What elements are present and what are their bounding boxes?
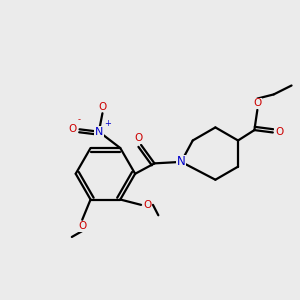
- Text: +: +: [104, 119, 111, 128]
- Text: -: -: [78, 115, 81, 124]
- Text: O: O: [98, 102, 106, 112]
- Text: O: O: [253, 98, 262, 108]
- Text: O: O: [135, 134, 143, 143]
- Text: O: O: [143, 200, 152, 210]
- Text: N: N: [177, 155, 186, 168]
- Text: O: O: [275, 128, 284, 137]
- Text: N: N: [95, 127, 103, 137]
- Text: O: O: [68, 124, 76, 134]
- Text: O: O: [78, 221, 86, 231]
